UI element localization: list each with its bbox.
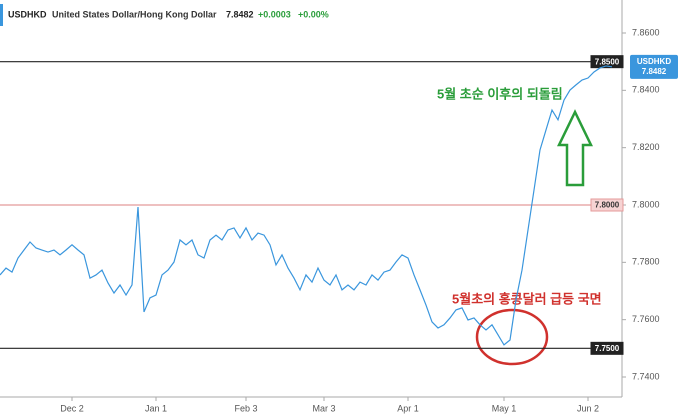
header-price: 7.8482 bbox=[226, 9, 254, 19]
x-tick-label: Dec 2 bbox=[60, 403, 84, 413]
x-tick-label: May 1 bbox=[492, 403, 517, 413]
header-bar bbox=[0, 4, 3, 26]
reference-label: 7.7500 bbox=[595, 344, 620, 353]
highlight-circle bbox=[475, 308, 549, 366]
last-price-name: USDHKD bbox=[637, 57, 671, 66]
last-price-value: 7.8482 bbox=[642, 67, 667, 76]
x-tick-label: Apr 1 bbox=[397, 403, 419, 413]
reference-label-box bbox=[590, 55, 624, 69]
x-tick-label: Jun 2 bbox=[577, 403, 599, 413]
price-line bbox=[0, 65, 613, 346]
reference-label: 7.8500 bbox=[595, 57, 620, 66]
chart-title: United States Dollar/Hong Kong Dollar bbox=[52, 9, 217, 19]
annotation: 5월초의 홍콩달러 급등 국면 bbox=[452, 291, 602, 306]
reference-label: 7.8000 bbox=[595, 201, 620, 210]
x-tick-label: Feb 3 bbox=[234, 403, 257, 413]
reference-label-box bbox=[590, 341, 624, 355]
y-tick-label: 7.8000 bbox=[632, 199, 660, 209]
y-tick-label: 7.7800 bbox=[632, 257, 660, 267]
reference-label-box bbox=[590, 198, 624, 212]
y-tick-label: 7.8400 bbox=[632, 85, 660, 95]
y-tick-label: 7.7400 bbox=[632, 371, 660, 381]
annotation: 5월 초순 이후의 되돌림 bbox=[437, 86, 563, 101]
header-change-pct: +0.00% bbox=[298, 9, 329, 19]
header-change: +0.0003 bbox=[258, 9, 291, 19]
y-tick-label: 7.8600 bbox=[632, 27, 660, 37]
symbol: USDHKD bbox=[8, 9, 47, 19]
y-tick-label: 7.8200 bbox=[632, 142, 660, 152]
last-price-box bbox=[630, 54, 678, 79]
x-tick-label: Jan 1 bbox=[145, 403, 167, 413]
y-tick-label: 7.7600 bbox=[632, 314, 660, 324]
x-tick-label: Mar 3 bbox=[312, 403, 335, 413]
arrow bbox=[557, 109, 593, 187]
